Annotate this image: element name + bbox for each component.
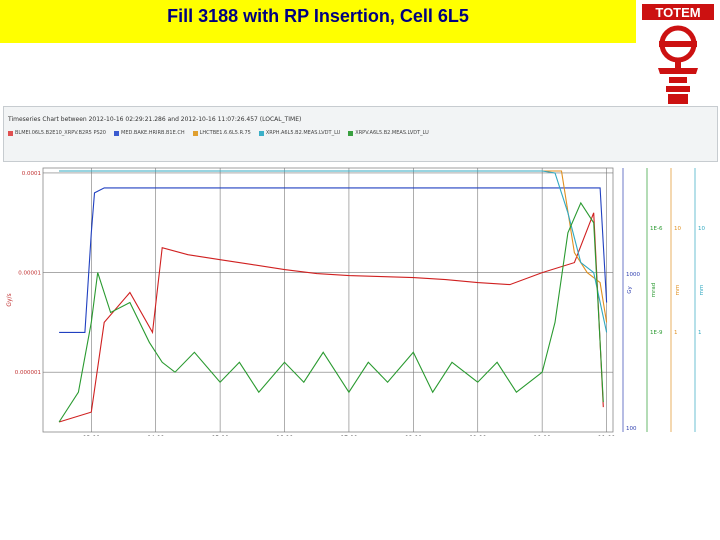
- plot-area[interactable]: 03:00 04:00 05:00 06:00 07:00 08:00 09:00 10:00…: [3, 106, 718, 436]
- x-tick-label: 11:00: [598, 435, 615, 436]
- series-line: [59, 170, 608, 333]
- x-tick-label: 08:00: [405, 435, 422, 436]
- y-right-axis-label: mm: [699, 285, 705, 296]
- legend-swatch: [114, 130, 119, 136]
- y-right-axis-label: Gy: [627, 286, 633, 294]
- legend-item[interactable]: XRPH.A6L5.B2.MEAS.LVDT_LU: [258, 130, 341, 136]
- x-tick-label: 09:00: [469, 435, 486, 436]
- legend-label: MED.BAKE.HRIRB.B1E.CH: [121, 130, 185, 136]
- legend-label: XRPH.A6L5.B2.MEAS.LVDT_LU: [265, 130, 341, 136]
- x-tick-label: 05:00: [211, 435, 228, 436]
- y-right-axis-label: mm: [675, 285, 681, 296]
- logo-text: TOTEM: [655, 5, 700, 20]
- timeseries-chart: Timeseries Chart between 2012-10-16 02:2…: [3, 106, 718, 436]
- chart-legend: BLMEI.06L5.B2E10_XRPV.B2R5 PS20 MED.BAKE…: [8, 130, 429, 136]
- legend-item[interactable]: XRPV.A6L5.B2.MEAS.LVDT_LU: [348, 130, 429, 136]
- chart-header-title: Timeseries Chart between 2012-10-16 02:2…: [8, 116, 302, 123]
- x-tick-label: 07:00: [340, 435, 357, 436]
- y-left-axis-label: Gy/s: [6, 293, 13, 306]
- title-bar: [0, 0, 636, 43]
- legend-item[interactable]: MED.BAKE.HRIRB.B1E.CH: [114, 130, 185, 136]
- totem-logo: TOTEM: [642, 4, 714, 104]
- legend-item[interactable]: LHCTBE1.6.6L5.R.75: [192, 130, 251, 136]
- legend-label: XRPV.A6L5.B2.MEAS.LVDT_LU: [355, 130, 429, 136]
- y-right-tick-label: 1: [698, 330, 702, 336]
- y-right-tick-label: 10: [698, 226, 705, 232]
- chart-header: Timeseries Chart between 2012-10-16 02:2…: [3, 106, 718, 162]
- legend-swatch: [192, 130, 198, 136]
- y-right-tick-label: 100: [626, 426, 637, 432]
- y-right-tick-label: 1E-9: [650, 330, 663, 336]
- slide-title: Fill 3188 with RP Insertion, Cell 6L5: [167, 6, 469, 26]
- x-tick-label: 06:00: [276, 435, 293, 436]
- y-right-tick-label: 1E-6: [650, 226, 663, 232]
- legend-item[interactable]: BLMEI.06L5.B2E10_XRPV.B2R5 PS20: [8, 130, 106, 136]
- y-left-tick-label: 0.000001: [15, 370, 41, 376]
- legend-swatch: [8, 130, 13, 136]
- legend-label: BLMEI.06L5.B2E10_XRPV.B2R5 PS20: [15, 130, 106, 136]
- y-right-tick-label: 1000: [626, 272, 640, 278]
- x-tick-label: 10:00: [534, 435, 551, 436]
- y-right-axis-label: mrad: [651, 283, 657, 297]
- y-right-tick-label: 1: [674, 330, 678, 336]
- legend-label: LHCTBE1.6.6L5.R.75: [199, 130, 251, 136]
- legend-swatch: [258, 130, 264, 136]
- x-tick-label: 03:00: [83, 435, 100, 436]
- plot-background: [42, 167, 614, 433]
- y-left-tick-label: 0.0001: [22, 171, 41, 177]
- y-right-tick-label: 10: [674, 226, 681, 232]
- series-line: [58, 201, 604, 423]
- series-line: [59, 187, 608, 333]
- y-left-tick-label: 0.00001: [18, 271, 41, 277]
- legend-swatch: [348, 130, 354, 136]
- series-line: [58, 212, 604, 423]
- x-tick-label: 04:00: [147, 435, 164, 436]
